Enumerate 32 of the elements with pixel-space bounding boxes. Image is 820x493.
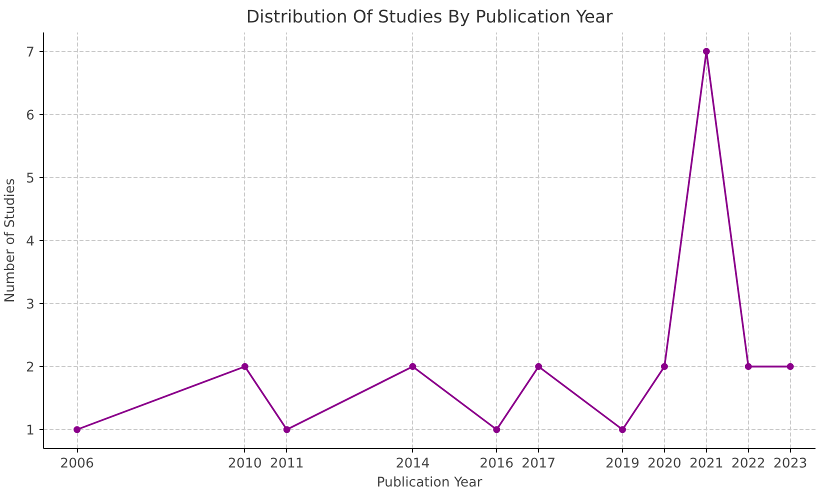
point (74, 426, 81, 434)
x-tick-label: 2006 (60, 456, 94, 472)
point (619, 426, 626, 434)
y-tick-label: 6 (26, 108, 35, 124)
point (283, 426, 290, 434)
y-tick-label: 3 (26, 298, 35, 313)
y-tick-label: 2 (26, 360, 35, 376)
x-tick-label: 2022 (731, 456, 766, 472)
point (535, 363, 542, 370)
x-tick-label: 2010 (228, 456, 262, 472)
chart-title: Distribution Of Studies By Publication Year (246, 8, 614, 28)
point (493, 426, 500, 434)
y-tick-label: 7 (26, 45, 35, 60)
x-tick-label: 2021 (689, 456, 724, 472)
y-tick-label: 5 (26, 171, 35, 186)
y-tick-label: 1 (26, 424, 35, 439)
x-tick-label: 2016 (480, 456, 514, 472)
point (241, 363, 248, 370)
x-tick-label: 2023 (773, 456, 808, 472)
point (660, 363, 668, 370)
x-tick-label: 2014 (396, 456, 430, 472)
point (786, 363, 794, 370)
x-tick-label: 2020 (647, 456, 682, 472)
y-axis-title: Number of Studies (3, 178, 18, 303)
y-tick-label: 4 (26, 234, 35, 250)
point (409, 363, 416, 370)
x-tick-label: 2017 (522, 456, 556, 472)
point (702, 48, 710, 55)
x-axis-title: Publication Year (376, 476, 483, 490)
x-tick-label: 2019 (606, 456, 640, 472)
point (744, 363, 752, 370)
x-tick-label: 2011 (270, 456, 304, 472)
